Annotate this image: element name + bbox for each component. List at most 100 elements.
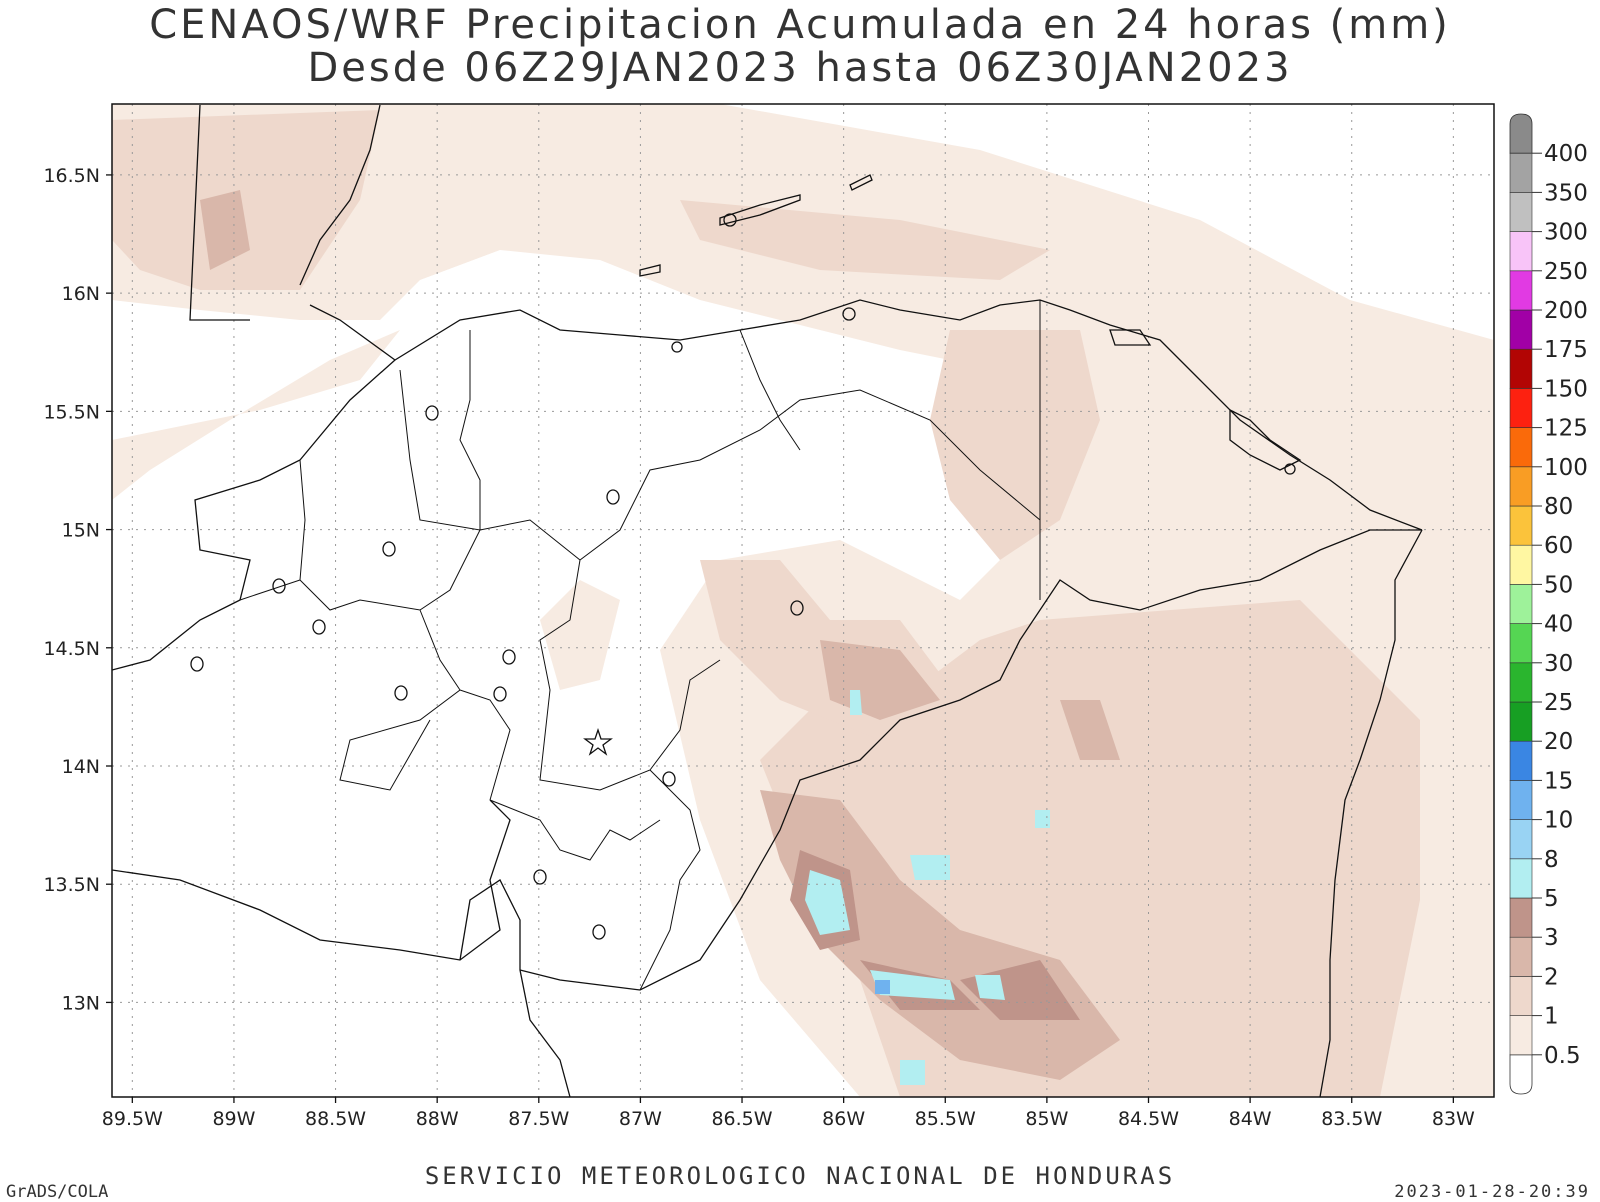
lon-tick-label: 83W bbox=[1432, 1108, 1475, 1130]
colorbar-swatch bbox=[1509, 192, 1533, 232]
colorbar-swatch bbox=[1509, 348, 1533, 389]
colorbar-label: 1 bbox=[1544, 1004, 1559, 1030]
bay-islands bbox=[639, 174, 873, 277]
lon-tick-label: 88W bbox=[416, 1108, 459, 1130]
rain-area-8mm bbox=[805, 870, 850, 935]
rain-area-caribbean bbox=[680, 200, 1050, 280]
lat-tick-label: 16N bbox=[62, 283, 100, 305]
city-marker bbox=[382, 541, 396, 557]
lon-tick-label: 83.5W bbox=[1321, 1108, 1382, 1130]
colorbar-swatch bbox=[1509, 388, 1533, 428]
city-marker bbox=[312, 619, 326, 635]
footer-agency: SERVICIO METEOROLOGICO NACIONAL DE HONDU… bbox=[424, 1162, 1176, 1190]
department-lines bbox=[239, 300, 1041, 991]
honduras-north-coast bbox=[309, 299, 1423, 531]
colorbar-label: 80 bbox=[1544, 494, 1573, 520]
rain-area-east bbox=[930, 330, 1100, 560]
colorbar-label: 3 bbox=[1544, 925, 1559, 951]
rain-area-8mm-c bbox=[975, 975, 1005, 1000]
lon-tick-label: 88.5W bbox=[305, 1108, 366, 1130]
rain-area-8mm-f bbox=[850, 690, 862, 715]
lon-tick-label: 85W bbox=[1025, 1108, 1068, 1130]
colorbar-swatch bbox=[1509, 1015, 1533, 1056]
guatemala-honduras-border bbox=[112, 359, 396, 671]
colorbar-swatch bbox=[1509, 780, 1533, 820]
precipitation-shading bbox=[112, 104, 1494, 1097]
city-marker bbox=[533, 869, 547, 885]
belize-coast bbox=[299, 104, 381, 286]
colorbar-label: 10 bbox=[1544, 808, 1573, 834]
colorbar-swatch bbox=[1509, 231, 1533, 272]
chart-title: CENAOS/WRF Precipitacion Acumulada en 24… bbox=[149, 2, 1451, 48]
colorbar-swatch bbox=[1509, 427, 1533, 468]
city-marker bbox=[272, 578, 286, 594]
colorbar-swatch bbox=[1509, 897, 1533, 938]
colorbar-swatch bbox=[1509, 270, 1533, 311]
city-marker bbox=[592, 924, 606, 940]
nicaragua-east-coast bbox=[1319, 529, 1423, 1097]
colorbar-label: 8 bbox=[1544, 847, 1559, 873]
gulf-of-fonseca bbox=[459, 879, 571, 1097]
city-marker bbox=[502, 649, 516, 665]
colorbar-label: 25 bbox=[1544, 690, 1573, 716]
lon-tick-label: 86W bbox=[822, 1108, 865, 1130]
city-marker bbox=[671, 341, 683, 353]
colorbar-swatch bbox=[1509, 740, 1533, 781]
lat-tick-label: 14.5N bbox=[43, 638, 100, 660]
plot-frame bbox=[111, 103, 1495, 1098]
capital-star-icon bbox=[583, 727, 613, 756]
lon-tick-label: 84W bbox=[1229, 1108, 1272, 1130]
city-marker bbox=[394, 685, 408, 701]
colorbar-label: 40 bbox=[1544, 612, 1573, 638]
colorbar-swatch bbox=[1509, 309, 1533, 350]
city-marker bbox=[190, 656, 204, 672]
city-marker bbox=[842, 307, 856, 321]
chart-subtitle: Desde 06Z29JAN2023 hasta 06Z30JAN2023 bbox=[307, 45, 1293, 91]
colorbar-label: 250 bbox=[1544, 259, 1588, 285]
colorbar-swatch bbox=[1509, 623, 1533, 664]
lon-tick-label: 89W bbox=[212, 1108, 255, 1130]
city-marker bbox=[493, 686, 507, 702]
city-markers bbox=[190, 213, 1296, 940]
colorbar-swatch bbox=[1509, 701, 1533, 742]
el-salvador-border bbox=[112, 799, 511, 961]
colorbar-label: 300 bbox=[1544, 220, 1588, 246]
rain-area-8mm-d bbox=[910, 855, 950, 880]
longitude-axis: 89.5W 89W 88.5W 88W 87.5W 87W 86.5W 86W 85.5W 85W… bbox=[102, 1097, 1475, 1130]
colorbar-swatch bbox=[1509, 152, 1533, 193]
colorbar-label: 0.5 bbox=[1544, 1043, 1581, 1069]
lat-tick-label: 15N bbox=[62, 520, 100, 542]
lat-tick-label: 15.5N bbox=[43, 401, 100, 423]
city-marker bbox=[723, 213, 737, 227]
colorbar-label: 100 bbox=[1544, 455, 1588, 481]
nicaragua-border bbox=[519, 529, 1422, 991]
colorbar-label: 30 bbox=[1544, 651, 1573, 677]
colorbar-label: 5 bbox=[1544, 886, 1559, 912]
colorbar-label: 2 bbox=[1544, 964, 1559, 990]
rain-area-3mm-d bbox=[200, 190, 250, 270]
swan-lagoon bbox=[1109, 329, 1152, 346]
rain-area-10mm bbox=[875, 980, 890, 994]
footer-software: GrADS/COLA bbox=[6, 1182, 109, 1202]
colorbar-swatch bbox=[1509, 466, 1533, 507]
lon-tick-label: 84.5W bbox=[1118, 1108, 1179, 1130]
colorbar-swatch bbox=[1509, 662, 1533, 703]
colorbar-label: 15 bbox=[1544, 768, 1573, 794]
city-marker bbox=[425, 405, 439, 421]
rain-area-8mm-b bbox=[870, 970, 955, 1000]
rain-area-8mm-e bbox=[900, 1060, 925, 1085]
colorbar-label: 350 bbox=[1544, 180, 1588, 206]
colorbar-swatch bbox=[1509, 1054, 1533, 1095]
rain-area-3mm-c bbox=[1060, 700, 1120, 760]
colorbar-swatch bbox=[1509, 584, 1533, 624]
lon-tick-label: 86.5W bbox=[711, 1108, 772, 1130]
lon-tick-label: 85.5W bbox=[915, 1108, 976, 1130]
rain-area-central bbox=[540, 580, 620, 690]
colorbar-label: 175 bbox=[1544, 337, 1588, 363]
lon-tick-label: 87.5W bbox=[508, 1108, 569, 1130]
city-marker bbox=[1284, 463, 1296, 475]
lat-tick-label: 16.5N bbox=[43, 165, 100, 187]
country-borders bbox=[112, 104, 1423, 1097]
colorbar-label: 20 bbox=[1544, 729, 1573, 755]
